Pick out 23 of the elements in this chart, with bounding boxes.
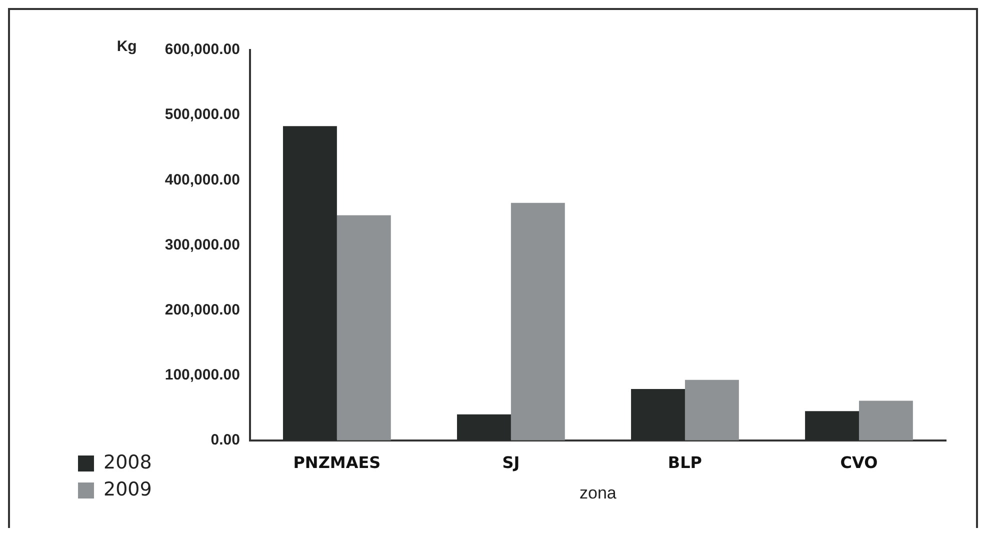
bar <box>631 389 685 440</box>
x-tick-label: CVO <box>840 453 878 472</box>
y-tick-label: 100,000.00 <box>164 366 240 384</box>
y-tick-label: 600,000.00 <box>164 41 240 58</box>
legend-label: 2008 <box>104 451 152 474</box>
bar <box>336 215 391 440</box>
bar <box>510 202 565 440</box>
bar <box>282 126 337 440</box>
y-axis-title: Kg <box>116 38 137 56</box>
y-tick-label: 300,000.00 <box>164 236 240 254</box>
x-tick-label: SJ <box>502 453 520 472</box>
bar <box>457 414 511 440</box>
y-tick-label: 400,000.00 <box>164 171 240 188</box>
legend-label: 2009 <box>104 478 152 500</box>
x-axis-title: zona <box>580 483 617 502</box>
bar <box>684 380 739 440</box>
x-tick-label: BLP <box>668 453 702 472</box>
x-tick-label: PNZMAES <box>293 453 381 472</box>
y-tick-label: 500,000.00 <box>164 106 240 124</box>
y-tick-label: 0.00 <box>210 432 240 449</box>
bar <box>805 411 859 440</box>
y-tick-label: 200,000.00 <box>164 301 240 318</box>
bar <box>858 400 913 440</box>
